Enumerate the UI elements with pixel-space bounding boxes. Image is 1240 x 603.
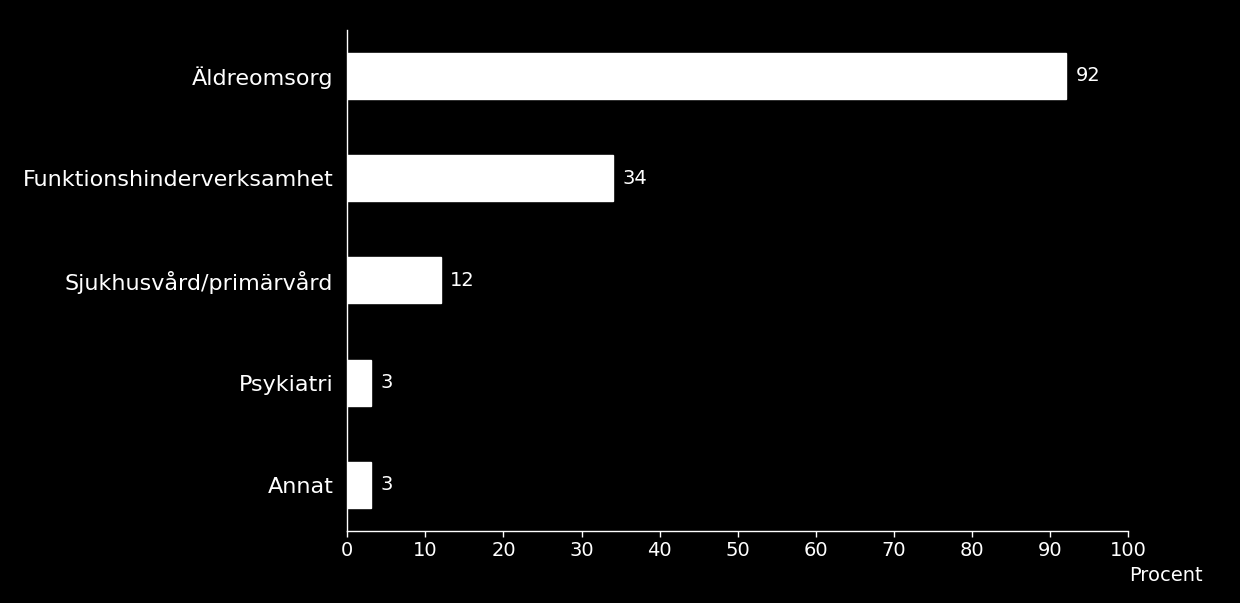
Bar: [347, 155, 613, 201]
Bar: [347, 257, 441, 303]
Bar: [347, 359, 371, 406]
Text: 12: 12: [450, 271, 475, 290]
Text: 3: 3: [379, 373, 392, 392]
Text: 3: 3: [379, 475, 392, 494]
Text: 34: 34: [622, 169, 647, 188]
Bar: [347, 53, 1066, 99]
Bar: [347, 462, 371, 508]
Text: 92: 92: [1075, 66, 1100, 86]
Text: Procent: Procent: [1130, 566, 1203, 585]
